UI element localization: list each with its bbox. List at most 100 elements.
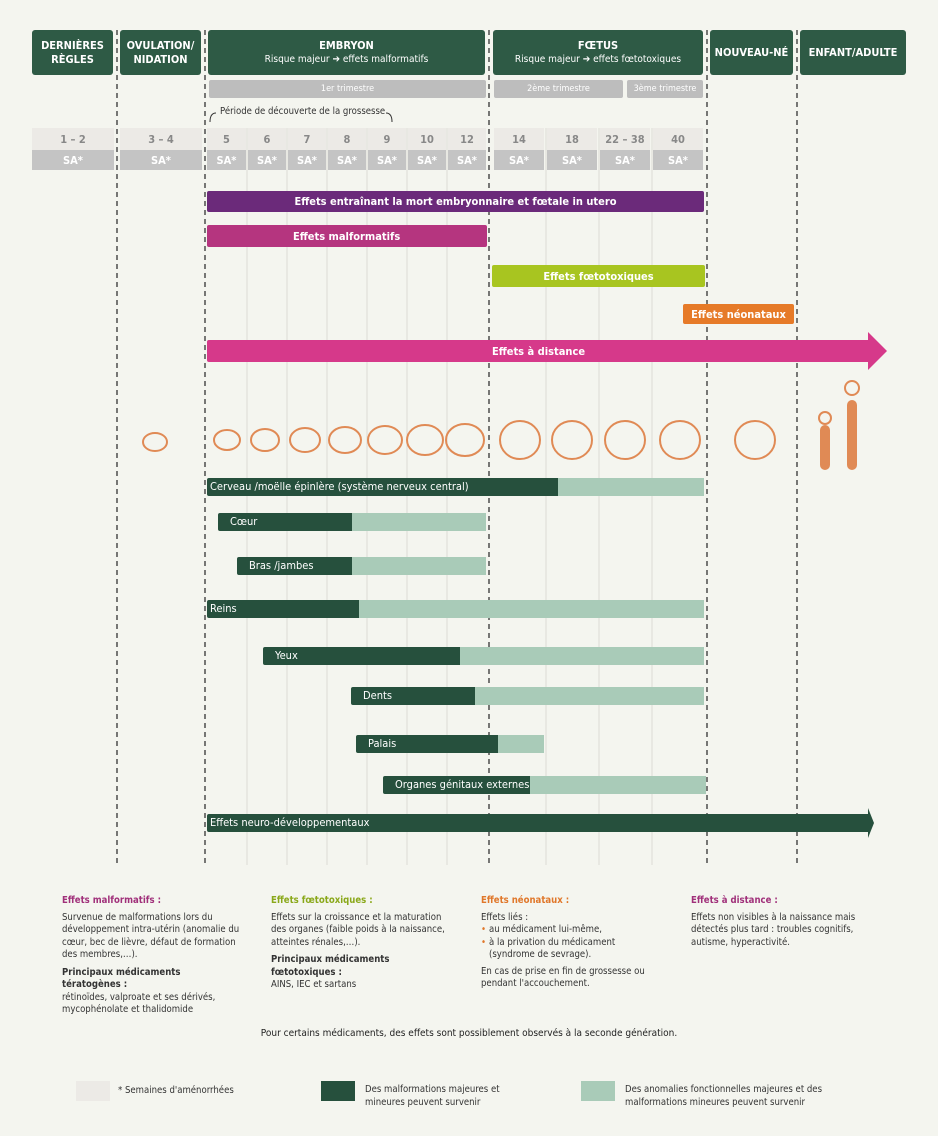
week-unit: SA* [494, 150, 544, 170]
effect-bar: Effets malformatifs [207, 225, 487, 247]
embryo-icon [367, 425, 403, 455]
legend-label: Des anomalies fonctionnelles majeures et… [625, 1084, 823, 1108]
organ-label: Yeux [275, 649, 298, 662]
head-icon [844, 380, 860, 396]
note: Effets fœtotoxiques : Effets sur la crois… [271, 895, 451, 992]
arrowhead [868, 332, 887, 370]
week-number: 18 [547, 128, 597, 150]
period-header: OVULATION/ NIDATION [120, 30, 201, 75]
trimester: 3ème trimestre [627, 80, 703, 98]
period-header: FŒTUS Risque majeur ➔ effets fœtotoxiques [493, 30, 703, 75]
period-header: EMBRYON Risque majeur ➔ effets malformati… [208, 30, 485, 75]
note-title: Effets néonataux : [481, 895, 570, 906]
embryo-icon [659, 420, 701, 460]
embryo-icon [406, 424, 444, 456]
organ-bar-dark [207, 478, 558, 496]
week-unit: SA* [248, 150, 286, 170]
organ-bar-light [359, 600, 704, 618]
organ-bar-light [352, 557, 486, 575]
note-text: En cas de prise en fin de grossesse ou p… [481, 965, 645, 990]
organ-bar-light [475, 687, 704, 705]
week-unit: SA* [600, 150, 650, 170]
organ-bar-dark [207, 600, 359, 618]
header-subtitle: Risque majeur ➔ effets fœtotoxiques [514, 53, 682, 65]
embryo-icon [213, 429, 241, 451]
embryo-icon [445, 423, 485, 457]
note-text: Effets liés : [481, 911, 529, 923]
note-text: Effets non visibles à la naissance mais … [691, 911, 856, 948]
embryo-icon [604, 420, 646, 460]
legend-swatch [321, 1081, 355, 1101]
week-number: 7 [288, 128, 326, 150]
week-unit: SA* [408, 150, 446, 170]
legend-label: * Semaines d'aménorrhées [118, 1085, 234, 1096]
organ-label: Cerveau /moëlle épinlère (système nerveu… [210, 480, 469, 493]
week-number: 22 – 38 [600, 128, 650, 150]
header-title: NOUVEAU-NÉ [714, 45, 789, 59]
week-unit: SA* [547, 150, 597, 170]
discovery-bracket [209, 112, 393, 123]
organ-label: Organes génitaux externes [395, 778, 530, 791]
organ-label: Palais [368, 737, 397, 750]
legend-swatch [581, 1081, 615, 1101]
period-header: ENFANT/ADULTE [800, 30, 906, 75]
embryo-icon [734, 420, 776, 460]
effect-bar: Effets néonataux [683, 304, 794, 324]
organ-bar-dark [263, 647, 460, 665]
organ-label: Dents [363, 689, 393, 702]
organ-bar-dark [218, 513, 352, 531]
week-unit: SA* [207, 150, 246, 170]
organ-label: Reins [210, 602, 237, 615]
week-number: 9 [368, 128, 406, 150]
week-unit: SA* [448, 150, 486, 170]
week-number: 40 [653, 128, 703, 150]
organ-label: Bras /jambes [249, 559, 314, 572]
week-unit: SA* [653, 150, 703, 170]
week-number: 14 [494, 128, 544, 150]
organ-bar-dark [356, 735, 498, 753]
header-title: FŒTUS [577, 38, 619, 52]
note-title: Effets malformatifs : [62, 895, 161, 906]
note: Effets malformatifs : Survenue de malform… [62, 895, 242, 1017]
organ-label: Cœur [230, 515, 258, 528]
period-header: DERNIÈRES RÈGLES [32, 30, 113, 75]
organ-bar-light [498, 735, 544, 753]
week-number: 10 [408, 128, 446, 150]
week-number: 1 – 2 [32, 128, 114, 150]
embryo-icon [250, 428, 280, 452]
note-text: rétinoïdes, valproate et ses dérivés, my… [62, 991, 216, 1016]
note-title: Effets à distance : [691, 895, 778, 906]
period-header: NOUVEAU-NÉ [710, 30, 793, 75]
note: Effets néonataux : Effets liés : • au médic… [481, 895, 661, 991]
organ-bar-light [352, 513, 486, 531]
organ-bar-light [558, 478, 704, 496]
header-title: OVULATION/ NIDATION [126, 38, 195, 66]
note-bold: Principaux médicaments fœtotoxiques : [271, 954, 390, 978]
note-title: Effets fœtotoxiques : [271, 895, 373, 906]
embryo-icon [499, 420, 541, 460]
week-unit: SA* [120, 150, 202, 170]
organ-bar-dark [237, 557, 352, 575]
head-icon [818, 411, 832, 425]
week-number: 5 [207, 128, 246, 150]
embryo-icon [142, 432, 168, 452]
note: Effets à distance : Effets non visibles à… [691, 895, 871, 949]
footer-note: Pour certains médicaments, des effets so… [260, 1028, 678, 1039]
week-unit: SA* [328, 150, 366, 170]
header-subtitle: Risque majeur ➔ effets malformatifs [264, 53, 429, 65]
effect-bar: Effets fœtotoxiques [492, 265, 705, 287]
embryo-icon [551, 420, 593, 460]
week-number: 3 – 4 [120, 128, 202, 150]
effect-bar: Effets à distance [207, 340, 870, 362]
week-number: 6 [248, 128, 286, 150]
embryo-icon [328, 426, 362, 454]
week-number: 12 [448, 128, 486, 150]
embryo-icon [289, 427, 321, 453]
discovery-label: Période de découverte de la grossesse [220, 106, 386, 117]
organ-bar-dark [351, 687, 475, 705]
organ-label: Effets neuro-développementaux [210, 816, 370, 829]
note-text: Effets sur la croissance et la maturatio… [271, 911, 445, 948]
legend-swatch [76, 1081, 110, 1101]
week-unit: SA* [288, 150, 326, 170]
